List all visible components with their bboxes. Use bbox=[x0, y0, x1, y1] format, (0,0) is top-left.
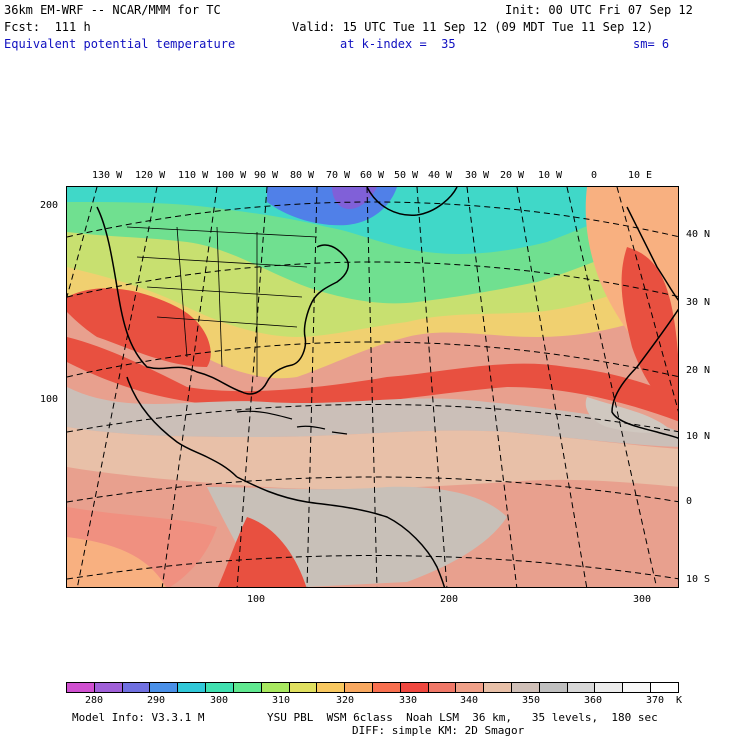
colorbar-swatch bbox=[539, 683, 568, 692]
coast-mexico bbox=[126, 376, 238, 478]
lon-label: 0 bbox=[591, 170, 598, 181]
model-info: Model Info: V3.3.1 M bbox=[72, 711, 205, 724]
init-time: Init: 00 UTC Fri 07 Sep 12 bbox=[505, 3, 693, 17]
colorbar-swatch bbox=[178, 683, 207, 692]
lon-label: 40 W bbox=[428, 170, 453, 181]
lat-label: 20 N bbox=[686, 365, 711, 376]
theta-e-field-map bbox=[67, 187, 678, 587]
coast-greenland bbox=[366, 187, 458, 216]
lat-label: 30 N bbox=[686, 297, 711, 308]
colorbar-label: 360 bbox=[584, 695, 603, 706]
model-title: 36km EM-WRF -- NCAR/MMM for TC bbox=[4, 3, 221, 17]
colorbar-swatch bbox=[428, 683, 457, 692]
band-purple bbox=[332, 187, 377, 209]
lon-label: 90 W bbox=[254, 170, 279, 181]
band-red-south bbox=[217, 517, 307, 587]
colorbar-label: 300 bbox=[210, 695, 229, 706]
lon-label: 130 W bbox=[92, 170, 123, 181]
colorbar-label: 310 bbox=[272, 695, 291, 706]
colorbar-label: 370 bbox=[646, 695, 665, 706]
lon-label: 10 E bbox=[628, 170, 653, 181]
field-name: Equivalent potential temperature bbox=[4, 37, 236, 51]
physics-info: YSU PBL WSM 6class Noah LSM 36 km, 35 le… bbox=[267, 711, 658, 724]
colorbar-swatch bbox=[233, 683, 262, 692]
lon-label: 30 W bbox=[465, 170, 490, 181]
colorbar-swatch bbox=[67, 683, 95, 692]
vertical-level: at k-index = 35 bbox=[340, 37, 456, 51]
colorbar-swatch bbox=[345, 683, 373, 692]
colorbar-swatch bbox=[261, 683, 290, 692]
colorbar-label: 330 bbox=[399, 695, 418, 706]
band-grey-africa bbox=[585, 397, 667, 433]
lon-label: 70 W bbox=[326, 170, 351, 181]
lon-label: 50 W bbox=[394, 170, 419, 181]
lon-label: 100 W bbox=[216, 170, 247, 181]
diffusion-info: DIFF: simple KM: 2D Smagor bbox=[352, 724, 525, 737]
coast-africa bbox=[611, 308, 678, 439]
coast-north-america bbox=[96, 206, 349, 395]
band-tan bbox=[67, 427, 678, 490]
colorbar-swatch bbox=[289, 683, 318, 692]
colorbar-label: 290 bbox=[147, 695, 166, 706]
grid-label-bottom-300: 300 bbox=[633, 594, 652, 605]
colorbar-label: 350 bbox=[522, 695, 541, 706]
lon-label: 110 W bbox=[178, 170, 209, 181]
caribbean-islands bbox=[236, 410, 348, 435]
colorbar-swatch bbox=[206, 683, 234, 692]
lon-label: 60 W bbox=[360, 170, 385, 181]
colorbar-swatch bbox=[372, 683, 401, 692]
colorbar-swatch bbox=[595, 683, 624, 692]
lat-label: 40 N bbox=[686, 229, 711, 240]
lon-label: 10 W bbox=[538, 170, 563, 181]
colorbar bbox=[66, 682, 679, 693]
lon-label: 20 W bbox=[500, 170, 525, 181]
colorbar-swatch bbox=[567, 683, 596, 692]
colorbar-swatch bbox=[94, 683, 123, 692]
smoothing: sm= 6 bbox=[633, 37, 670, 51]
colorbar-swatch bbox=[651, 683, 678, 692]
colorbar-label: 340 bbox=[460, 695, 479, 706]
political-boundaries bbox=[126, 226, 318, 377]
colorbar-swatch bbox=[512, 683, 540, 692]
coast-europe bbox=[626, 206, 678, 301]
band-red-mid bbox=[67, 337, 678, 422]
colorbar-swatch bbox=[317, 683, 346, 692]
coast-south-america bbox=[236, 476, 446, 587]
colorbar-label: 320 bbox=[336, 695, 355, 706]
lon-label: 80 W bbox=[290, 170, 315, 181]
lon-label: 120 W bbox=[135, 170, 166, 181]
colorbar-swatch bbox=[122, 683, 151, 692]
grid-label-bottom-200: 200 bbox=[440, 594, 459, 605]
colorbar-swatch bbox=[150, 683, 179, 692]
lat-label: 10 N bbox=[686, 431, 711, 442]
valid-time: Valid: 15 UTC Tue 11 Sep 12 (09 MDT Tue … bbox=[292, 20, 654, 34]
lat-label: 0 bbox=[686, 496, 693, 507]
band-red-west bbox=[67, 288, 211, 367]
grid-label-left-200: 200 bbox=[40, 200, 59, 211]
band-orange-southwest bbox=[67, 537, 166, 587]
colorbar-swatch bbox=[400, 683, 429, 692]
lat-label: 10 S bbox=[686, 574, 711, 585]
colorbar-swatch bbox=[456, 683, 485, 692]
colorbar-swatch bbox=[623, 683, 652, 692]
colorbar-label: 280 bbox=[85, 695, 104, 706]
coastlines bbox=[96, 187, 678, 587]
grid-label-left-100: 100 bbox=[40, 394, 59, 405]
grid-label-bottom-100: 100 bbox=[247, 594, 266, 605]
map-panel bbox=[66, 186, 679, 588]
colorbar-swatch bbox=[484, 683, 512, 692]
graticule bbox=[67, 187, 678, 587]
colorbar-unit: K bbox=[676, 695, 683, 706]
forecast-hour: Fcst: 111 h bbox=[4, 20, 91, 34]
